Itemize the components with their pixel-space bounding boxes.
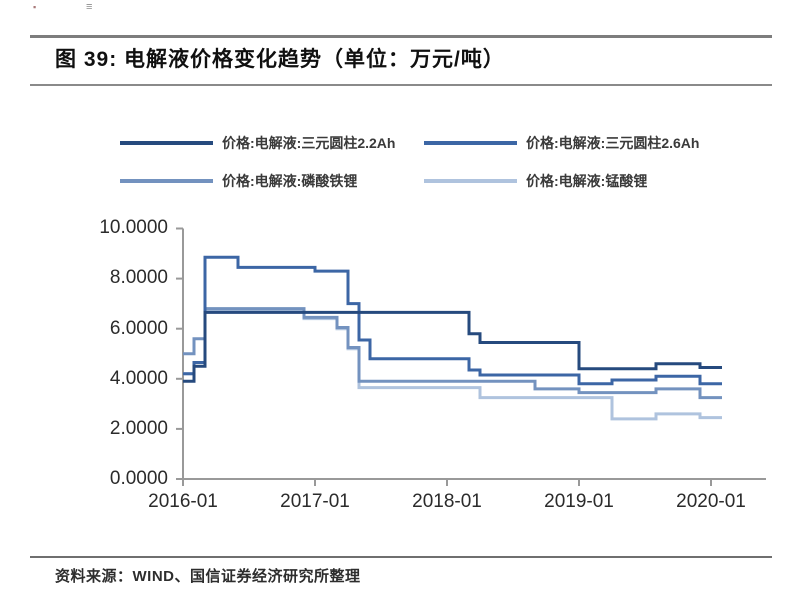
legend-line-swatch — [120, 179, 213, 183]
y-axis-tick-label: 8.0000 — [109, 267, 168, 288]
legend-item-lmo: 价格:电解液:锰酸锂 — [424, 172, 647, 190]
artifact-lines-icon: ≡ — [86, 1, 93, 13]
legend-line-swatch — [424, 141, 517, 145]
x-axis-tick-label: 2017-01 — [280, 491, 350, 512]
x-axis-tick-label: 2020-01 — [676, 491, 746, 512]
x-axis-tick-label: 2018-01 — [412, 491, 482, 512]
artifact-dot-icon: ▪ — [33, 2, 37, 12]
legend-line-swatch — [120, 141, 213, 145]
title-divider — [30, 84, 772, 86]
data-source-note: 资料来源：WIND、国信证券经济研究所整理 — [55, 568, 361, 585]
legend-label: 价格:电解液:磷酸铁锂 — [222, 173, 358, 189]
y-axis-tick-label: 2.0000 — [109, 418, 168, 439]
legend-item-2-6ah: 价格:电解液:三元圆柱2.6Ah — [424, 134, 699, 152]
legend-label: 价格:电解液:三元圆柱2.2Ah — [222, 135, 396, 151]
y-axis-tick-label: 0.0000 — [109, 468, 168, 489]
legend-item-2-2ah: 价格:电解液:三元圆柱2.2Ah — [120, 134, 395, 152]
legend-line-swatch — [424, 179, 517, 183]
footer-divider — [30, 556, 772, 558]
legend-item-lfp: 价格:电解液:磷酸铁锂 — [120, 172, 357, 190]
page-title: 图 39: 电解液价格变化趋势（单位：万元/吨） — [55, 48, 505, 71]
y-axis-tick-label: 6.0000 — [109, 318, 168, 339]
y-axis-tick-label: 10.0000 — [99, 217, 168, 238]
top-divider — [30, 35, 772, 38]
x-axis-tick-label: 2016-01 — [148, 491, 218, 512]
legend-label: 价格:电解液:三元圆柱2.6Ah — [526, 135, 700, 151]
legend-label: 价格:电解液:锰酸锂 — [526, 173, 648, 189]
x-axis-tick-label: 2019-01 — [544, 491, 614, 512]
y-axis-tick-label: 4.0000 — [109, 368, 168, 389]
